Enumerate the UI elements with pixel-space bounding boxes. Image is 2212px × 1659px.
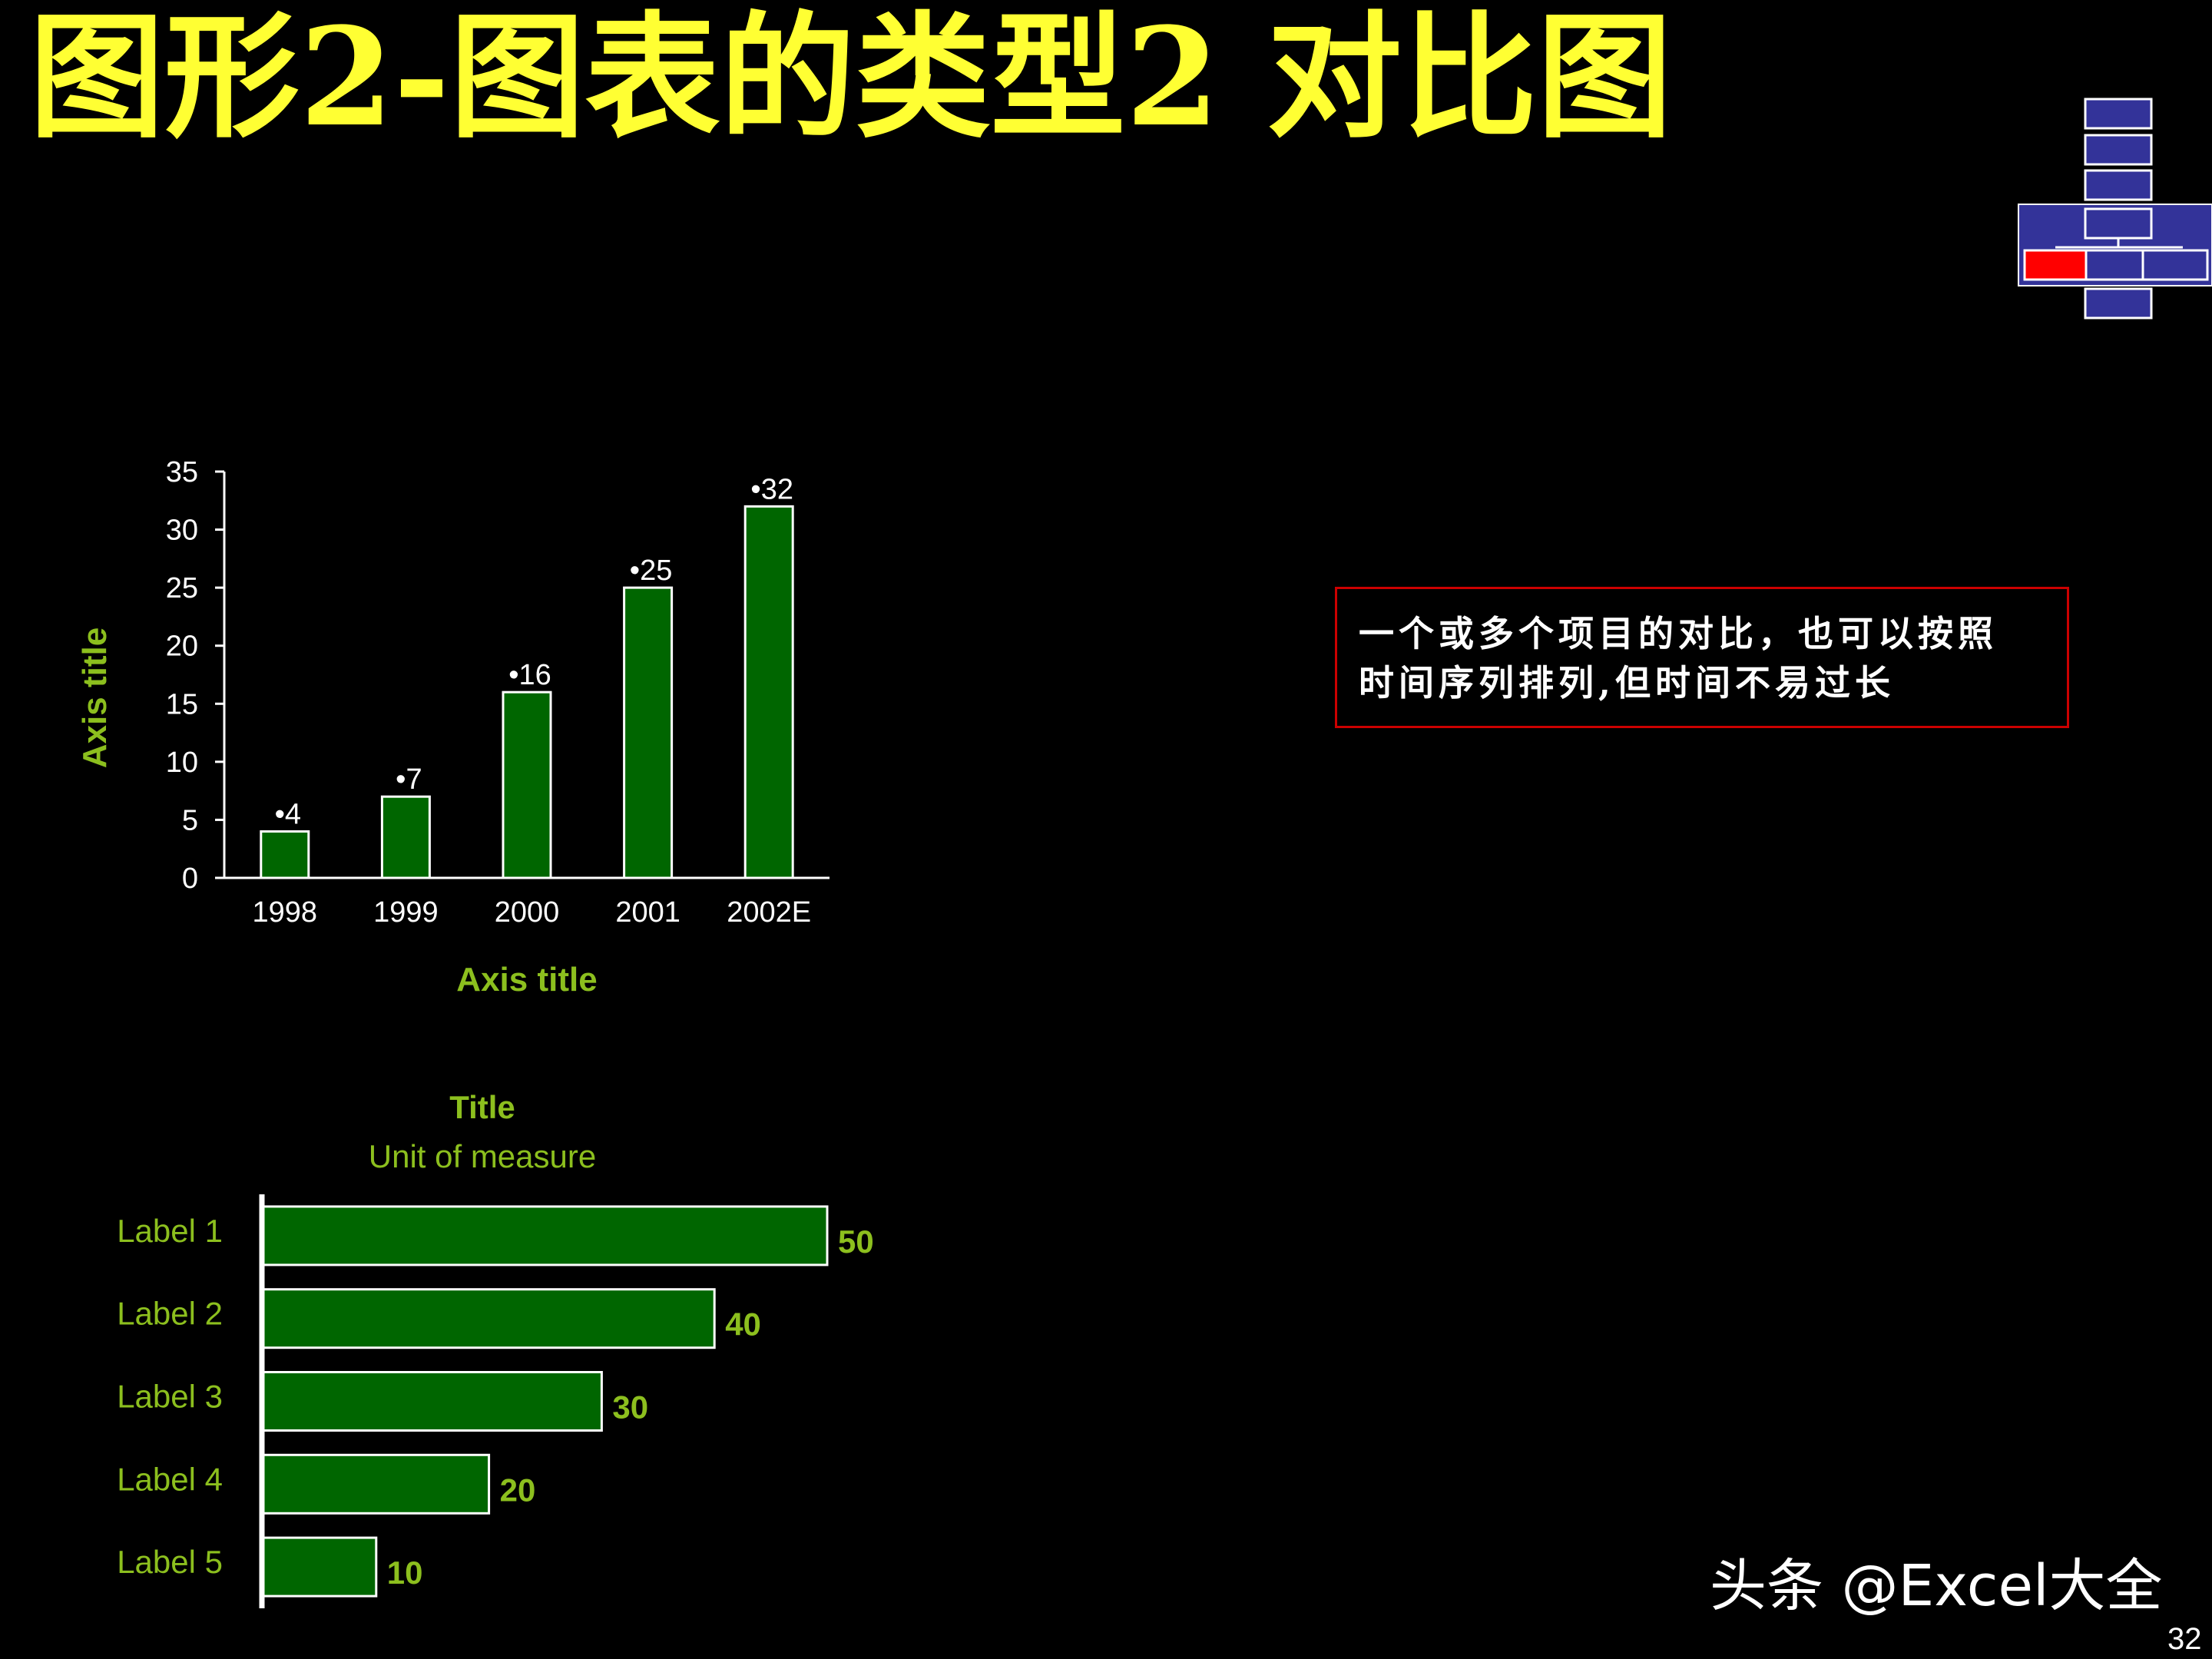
- hbar-value-1: 50: [838, 1224, 874, 1260]
- hbar-value-3: 30: [612, 1389, 648, 1426]
- bar-1998: [260, 830, 310, 879]
- bar-1999: [380, 795, 431, 879]
- nav-block-4[interactable]: [2084, 207, 2153, 240]
- y-tick-label: 15: [166, 688, 198, 720]
- nav-block-1[interactable]: [2084, 98, 2153, 130]
- note-box: 一个或多个项目的对比，也可以按照 时间序列排列,但时间不易过长: [1335, 587, 2069, 728]
- slide-title: 图形2-图表的类型2 对比图: [29, 0, 1673, 157]
- x-tick-label-1999: 1999: [373, 896, 439, 929]
- y-tick-label: 0: [182, 863, 198, 895]
- hbar-category-1: Label 1: [117, 1213, 223, 1249]
- x-tick-label-2000: 2000: [495, 896, 560, 929]
- hchart-title: Title: [449, 1089, 515, 1125]
- page-number: 32: [2167, 1622, 2202, 1656]
- nav-block-5[interactable]: [2085, 249, 2144, 281]
- hchart-subtitle: Unit of measure: [369, 1138, 596, 1174]
- y-tick-label: 10: [166, 747, 198, 779]
- nav-diagram-group: [2018, 98, 2212, 320]
- y-axis-title: Axis title: [76, 628, 114, 768]
- data-label-1999: •7: [396, 763, 422, 796]
- hbar-category-3: Label 3: [117, 1379, 223, 1415]
- y-tick-label: 35: [166, 456, 198, 488]
- hbar-value-4: 20: [500, 1472, 536, 1508]
- nav-panel: [2018, 204, 2212, 286]
- x-axis-title: Axis title: [456, 961, 597, 998]
- hbar-2: [262, 1288, 716, 1349]
- data-label-2000: •16: [508, 659, 551, 691]
- nav-block-3[interactable]: [2084, 169, 2153, 201]
- hbar-value-5: 10: [387, 1555, 423, 1591]
- nav-block-active[interactable]: [2023, 249, 2088, 281]
- hbar-category-5: Label 5: [117, 1544, 223, 1580]
- bar-2001: [623, 586, 674, 879]
- y-tick-label: 30: [166, 515, 198, 547]
- data-label-2001: •25: [630, 555, 673, 587]
- bar-2000: [502, 690, 552, 879]
- watermark: 头条 @Excel大全: [1710, 1553, 2163, 1619]
- note-text: 一个或多个项目的对比，也可以按照 时间序列排列,但时间不易过长: [1359, 613, 1998, 704]
- y-tick-label: 5: [182, 804, 198, 836]
- hbar-1: [262, 1205, 829, 1267]
- nav-block-7[interactable]: [2084, 287, 2153, 320]
- nav-block-2[interactable]: [2084, 134, 2153, 166]
- hbar-4: [262, 1453, 491, 1515]
- x-tick-label-1998: 1998: [253, 896, 318, 929]
- x-tick-label-2001: 2001: [615, 896, 680, 929]
- hbar-category-4: Label 4: [117, 1461, 223, 1497]
- data-label-1998: •4: [275, 799, 301, 831]
- hbar-category-2: Label 2: [117, 1296, 223, 1332]
- data-label-2002E: •32: [750, 473, 793, 505]
- nav-block-6[interactable]: [2141, 249, 2209, 281]
- hbar-3: [262, 1371, 603, 1432]
- hbar-value-2: 40: [725, 1306, 761, 1343]
- y-tick-label: 25: [166, 572, 198, 604]
- y-tick-label: 20: [166, 631, 198, 663]
- x-tick-label-2002E: 2002E: [727, 896, 811, 929]
- bar-2002E: [743, 505, 794, 879]
- hbar-5: [262, 1536, 378, 1598]
